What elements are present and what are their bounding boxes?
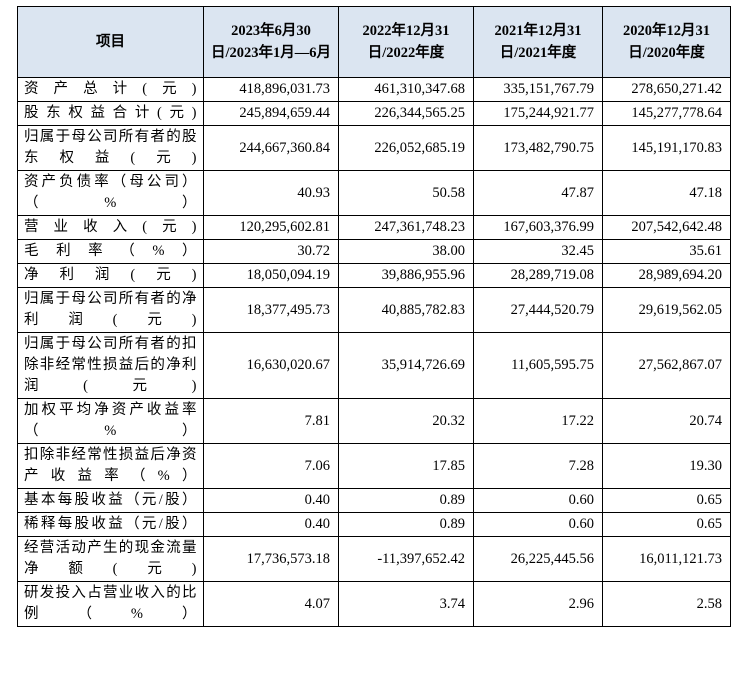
cell-2022: 38.00 [338, 239, 474, 264]
row-label: 资产负债率（母公司）（%） [17, 170, 204, 216]
cell-2022: 226,052,685.19 [338, 125, 474, 171]
table-row: 基本每股收益（元/股） 0.40 0.89 0.60 0.65 [17, 488, 731, 513]
cell-2020: 47.18 [602, 170, 731, 216]
cell-2023h1: 0.40 [203, 488, 339, 513]
table-row: 研发投入占营业收入的比例（%） 4.07 3.74 2.96 2.58 [17, 581, 731, 627]
cell-2020: 35.61 [602, 239, 731, 264]
cell-2020: 145,191,170.83 [602, 125, 731, 171]
row-label: 毛利率（%） [17, 239, 204, 264]
cell-2020: 16,011,121.73 [602, 536, 731, 582]
cell-2022: 50.58 [338, 170, 474, 216]
cell-2021: 0.60 [473, 512, 603, 537]
cell-2020: 27,562,867.07 [602, 332, 731, 399]
cell-2021: 26,225,445.56 [473, 536, 603, 582]
cell-2022: 17.85 [338, 443, 474, 489]
row-label: 资产总计(元) [17, 77, 204, 102]
cell-2021: 175,244,921.77 [473, 101, 603, 126]
financial-data-table: 项目 2023年6月30日/2023年1月—6月 2022年12月31日/202… [17, 6, 731, 627]
cell-2020: 278,650,271.42 [602, 77, 731, 102]
cell-2021: 32.45 [473, 239, 603, 264]
cell-2020: 28,989,694.20 [602, 263, 731, 288]
table-row: 资产总计(元) 418,896,031.73 461,310,347.68 335,1… [17, 77, 731, 102]
cell-2021: 47.87 [473, 170, 603, 216]
cell-2021: 2.96 [473, 581, 603, 627]
cell-2022: 247,361,748.23 [338, 215, 474, 240]
table-header-row: 项目 2023年6月30日/2023年1月—6月 2022年12月31日/202… [17, 6, 731, 78]
cell-2023h1: 244,667,360.84 [203, 125, 339, 171]
row-label: 净利润(元) [17, 263, 204, 288]
header-period-2021: 2021年12月31日/2021年度 [473, 6, 603, 78]
cell-2020: 19.30 [602, 443, 731, 489]
table-row: 经营活动产生的现金流量净额(元) 17,736,573.18 -11,397,652… [17, 536, 731, 582]
row-label: 经营活动产生的现金流量净额(元) [17, 536, 204, 582]
cell-2023h1: 7.81 [203, 398, 339, 444]
cell-2021: 28,289,719.08 [473, 263, 603, 288]
cell-2020: 29,619,562.05 [602, 287, 731, 333]
cell-2022: 0.89 [338, 488, 474, 513]
cell-2020: 20.74 [602, 398, 731, 444]
cell-2020: 145,277,778.64 [602, 101, 731, 126]
cell-2022: -11,397,652.42 [338, 536, 474, 582]
cell-2023h1: 245,894,659.44 [203, 101, 339, 126]
cell-2023h1: 18,050,094.19 [203, 263, 339, 288]
cell-2021: 167,603,376.99 [473, 215, 603, 240]
cell-2022: 3.74 [338, 581, 474, 627]
row-label: 加权平均净资产收益率（%） [17, 398, 204, 444]
cell-2021: 27,444,520.79 [473, 287, 603, 333]
cell-2021: 11,605,595.75 [473, 332, 603, 399]
row-label: 归属于母公司所有者的扣除非经常性损益后的净利润(元) [17, 332, 204, 399]
cell-2021: 0.60 [473, 488, 603, 513]
row-label: 研发投入占营业收入的比例（%） [17, 581, 204, 627]
cell-2023h1: 120,295,602.81 [203, 215, 339, 240]
cell-2023h1: 418,896,031.73 [203, 77, 339, 102]
table-row: 加权平均净资产收益率（%） 7.81 20.32 17.22 20.74 [17, 398, 731, 444]
header-period-2022: 2022年12月31日/2022年度 [338, 6, 474, 78]
header-period-2023h1: 2023年6月30日/2023年1月—6月 [203, 6, 339, 78]
header-period-2020: 2020年12月31日/2020年度 [602, 6, 731, 78]
cell-2022: 40,885,782.83 [338, 287, 474, 333]
table-row: 营业收入(元) 120,295,602.81 247,361,748.23 167,6… [17, 215, 731, 240]
cell-2023h1: 0.40 [203, 512, 339, 537]
cell-2023h1: 17,736,573.18 [203, 536, 339, 582]
cell-2022: 39,886,955.96 [338, 263, 474, 288]
row-label: 基本每股收益（元/股） [17, 488, 204, 513]
table-row: 股东权益合计(元) 245,894,659.44 226,344,565.25 175… [17, 101, 731, 126]
cell-2021: 173,482,790.75 [473, 125, 603, 171]
cell-2023h1: 18,377,495.73 [203, 287, 339, 333]
table-row: 扣除非经常性损益后净资产收益率（%） 7.06 17.85 7.28 19.30 [17, 443, 731, 489]
cell-2020: 0.65 [602, 512, 731, 537]
cell-2023h1: 4.07 [203, 581, 339, 627]
cell-2023h1: 40.93 [203, 170, 339, 216]
row-label: 归属于母公司所有者的股东权益(元) [17, 125, 204, 171]
table-row: 归属于母公司所有者的股东权益(元) 244,667,360.84 226,052,6… [17, 125, 731, 171]
row-label: 归属于母公司所有者的净利润(元) [17, 287, 204, 333]
cell-2022: 0.89 [338, 512, 474, 537]
row-label: 扣除非经常性损益后净资产收益率（%） [17, 443, 204, 489]
cell-2023h1: 7.06 [203, 443, 339, 489]
row-label: 稀释每股收益（元/股） [17, 512, 204, 537]
cell-2020: 2.58 [602, 581, 731, 627]
cell-2022: 226,344,565.25 [338, 101, 474, 126]
cell-2021: 335,151,767.79 [473, 77, 603, 102]
cell-2023h1: 16,630,020.67 [203, 332, 339, 399]
table-row: 归属于母公司所有者的净利润(元) 18,377,495.73 40,885,782.… [17, 287, 731, 333]
table-row: 资产负债率（母公司）（%） 40.93 50.58 47.87 47.18 [17, 170, 731, 216]
table-row: 净利润(元) 18,050,094.19 39,886,955.96 28,289,7… [17, 263, 731, 288]
cell-2020: 0.65 [602, 488, 731, 513]
table-row: 归属于母公司所有者的扣除非经常性损益后的净利润(元) 16,630,020.67 3… [17, 332, 731, 399]
row-label: 股东权益合计(元) [17, 101, 204, 126]
cell-2021: 7.28 [473, 443, 603, 489]
cell-2021: 17.22 [473, 398, 603, 444]
cell-2022: 35,914,726.69 [338, 332, 474, 399]
header-item: 项目 [17, 6, 204, 78]
row-label: 营业收入(元) [17, 215, 204, 240]
cell-2022: 20.32 [338, 398, 474, 444]
cell-2020: 207,542,642.48 [602, 215, 731, 240]
cell-2023h1: 30.72 [203, 239, 339, 264]
table-row: 稀释每股收益（元/股） 0.40 0.89 0.60 0.65 [17, 512, 731, 537]
cell-2022: 461,310,347.68 [338, 77, 474, 102]
table-row: 毛利率（%） 30.72 38.00 32.45 35.61 [17, 239, 731, 264]
